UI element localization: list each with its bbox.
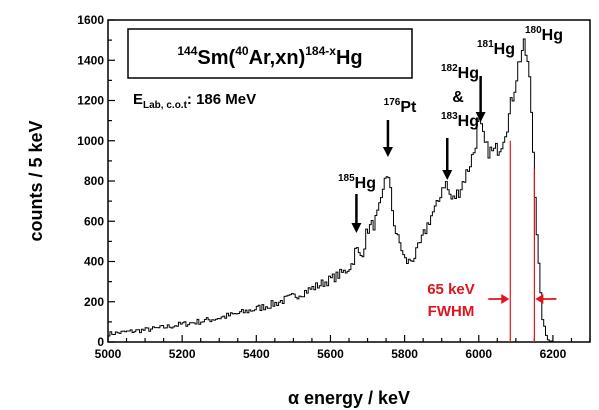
title-box <box>127 28 413 79</box>
peak-annotation-180hg: 180Hg <box>525 25 563 44</box>
down-arrow-head <box>442 170 453 180</box>
down-arrow-head <box>382 147 393 157</box>
fwhm-right-arrow-head <box>535 294 544 304</box>
spectrum-line <box>108 38 557 343</box>
isotope-mass: 183 <box>441 111 458 122</box>
title-mass-3: 184-x <box>305 44 336 58</box>
y-axis-ticks <box>108 19 115 343</box>
down-arrow-head <box>475 112 486 122</box>
isotope-element: Hg <box>542 27 563 44</box>
y-tick-label: 1400 <box>77 53 104 67</box>
fwhm-left-arrow <box>488 294 510 304</box>
isotope-label: 185Hg <box>338 173 376 192</box>
ampersand: & <box>452 89 464 106</box>
isotope-element: Hg <box>458 65 479 82</box>
isotope-label: 183Hg <box>441 111 479 130</box>
x-tick-label: 5600 <box>317 347 344 361</box>
isotope-mass: 181 <box>477 39 494 50</box>
fwhm-text-label: FWHM <box>428 303 475 320</box>
isotope-element: Pt <box>400 99 417 116</box>
peak-annotation-185hg: 185Hg <box>338 173 376 233</box>
x-tick-label: 6200 <box>540 347 567 361</box>
energy-value: : 186 MeV <box>187 91 256 108</box>
isotope-mass: 180 <box>525 25 542 36</box>
fwhm-marker: 65 keV FWHM <box>427 140 557 342</box>
chart-title: 144Sm(40Ar,xn)184-xHg <box>177 44 362 69</box>
title-mass-1: 144 <box>177 44 197 58</box>
isotope-mass: 185 <box>338 173 355 184</box>
y-tick-label: 400 <box>84 255 104 269</box>
x-tick-label: 6000 <box>465 347 492 361</box>
title-element-2: Ar,xn) <box>249 47 306 69</box>
x-axis-title: α energy / keV <box>288 388 410 408</box>
y-tick-label: 1000 <box>77 134 104 148</box>
beam-energy-label: ELab, c.o.t: 186 MeV <box>133 91 256 111</box>
isotope-label: 182Hg <box>441 63 479 82</box>
y-tick-labels: 0 200 400 600 800 1000 1200 1400 1600 <box>77 13 104 349</box>
title-element-3: Hg <box>336 47 363 69</box>
x-tick-label: 5800 <box>391 347 418 361</box>
energy-subscript: Lab, c.o.t <box>143 100 188 111</box>
isotope-element: Hg <box>494 41 515 58</box>
isotope-label: 180Hg <box>525 25 563 44</box>
isotope-mass: 176 <box>384 97 401 108</box>
energy-symbol: E <box>133 91 143 108</box>
y-tick-label: 600 <box>84 214 104 228</box>
y-tick-label: 200 <box>84 295 104 309</box>
x-axis-ticks <box>107 335 591 342</box>
x-tick-label: 5200 <box>169 347 196 361</box>
y-axis-title: counts / 5 keV <box>26 120 46 241</box>
down-arrow-head <box>351 223 362 233</box>
title-element-1: Sm( <box>197 47 235 69</box>
isotope-mass: 182 <box>441 63 458 74</box>
x-tick-label: 5000 <box>95 347 122 361</box>
peak-annotation-181hg: 181Hg <box>475 39 515 122</box>
isotope-element: Hg <box>458 113 479 130</box>
y-tick-label: 1600 <box>77 13 104 27</box>
isotope-label: 181Hg <box>477 39 515 58</box>
y-tick-label: 1200 <box>77 94 104 108</box>
fwhm-right-arrow <box>535 294 557 304</box>
peak-annotation-176pt: 176Pt <box>382 97 417 157</box>
isotope-element: Hg <box>355 175 376 192</box>
y-tick-label: 800 <box>84 174 104 188</box>
fwhm-value-label: 65 keV <box>427 281 475 298</box>
fwhm-left-arrow-head <box>501 294 510 304</box>
isotope-label: 176Pt <box>384 97 417 116</box>
x-tick-labels: 5000 5200 5400 5600 5800 6000 6200 <box>95 347 567 361</box>
y-tick-label: 0 <box>97 335 104 349</box>
title-mass-2: 40 <box>235 44 249 58</box>
peak-annotation-182hg: 182Hg&183Hg <box>441 63 479 180</box>
x-tick-label: 5400 <box>243 347 270 361</box>
